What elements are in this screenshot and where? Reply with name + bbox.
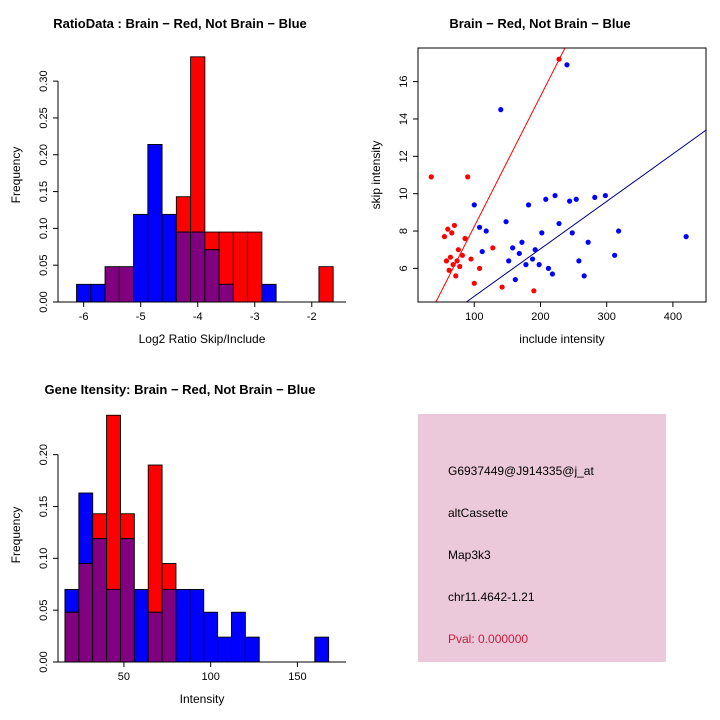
ratio-histogram-plot: -6 -5 -4 -3 -2 Log2 Ratio Skip/Include 0.00 0.0…: [9, 56, 346, 346]
svg-text:200: 200: [531, 311, 549, 323]
info-line: Map3k3: [448, 548, 491, 562]
svg-text:0.00: 0.00: [38, 651, 50, 672]
svg-text:-2: -2: [307, 311, 317, 323]
svg-text:Frequency: Frequency: [9, 507, 23, 564]
svg-text:0.10: 0.10: [38, 548, 50, 569]
svg-text:skip intensity: skip intensity: [369, 141, 383, 210]
svg-text:8: 8: [398, 228, 410, 234]
svg-text:16: 16: [398, 75, 410, 87]
svg-text:0.00: 0.00: [38, 291, 50, 312]
gene-intensity-histogram-plot: 50 100 150 Intensity 0.00 0.05 0.10 0.15 0.20 Fre…: [9, 414, 346, 706]
svg-text:include intensity: include intensity: [519, 332, 604, 346]
svg-text:0.10: 0.10: [38, 218, 50, 239]
svg-text:14: 14: [398, 113, 410, 125]
svg-text:-4: -4: [193, 311, 203, 323]
svg-text:100: 100: [465, 311, 483, 323]
svg-text:Intensity: Intensity: [180, 692, 225, 706]
panel-intensity-scatter: 100 200 300 400 include intensity 6 8 10 12 14 16 s…: [360, 0, 720, 360]
info-line: altCassette: [448, 506, 509, 520]
svg-text:300: 300: [598, 311, 616, 323]
svg-text:100: 100: [201, 671, 219, 683]
info-line: G6937449@J914335@j_at: [448, 464, 594, 478]
svg-text:0.20: 0.20: [38, 444, 50, 465]
svg-text:400: 400: [664, 311, 682, 323]
svg-text:12: 12: [398, 150, 410, 162]
scatter-title: Brain − Red, Not Brain − Blue: [449, 16, 631, 31]
svg-text:6: 6: [398, 265, 410, 271]
svg-text:0.15: 0.15: [38, 496, 50, 517]
info-line: Pval: 0.000000: [448, 632, 529, 646]
gene-info-box: G6937449@J914335@j_at altCassette Map3k3…: [418, 414, 666, 662]
panel-ratio-histogram: -6 -5 -4 -3 -2 Log2 Ratio Skip/Include 0.00 0.0…: [0, 0, 360, 360]
svg-text:0.30: 0.30: [38, 70, 50, 91]
svg-text:10: 10: [398, 188, 410, 200]
svg-text:Log2 Ratio Skip/Include: Log2 Ratio Skip/Include: [139, 332, 266, 346]
svg-text:50: 50: [118, 671, 130, 683]
svg-text:-6: -6: [79, 311, 89, 323]
svg-text:0.20: 0.20: [38, 144, 50, 165]
info-line: chr11.4642-1.21: [448, 590, 535, 604]
panel-gene-info: G6937449@J914335@j_at altCassette Map3k3…: [360, 360, 720, 720]
svg-text:0.25: 0.25: [38, 107, 50, 128]
svg-text:0.15: 0.15: [38, 181, 50, 202]
svg-text:150: 150: [288, 671, 306, 683]
ratio-histogram-title: RatioData : Brain − Red, Not Brain − Blu…: [53, 16, 307, 31]
svg-text:0.05: 0.05: [38, 599, 50, 620]
svg-text:-5: -5: [136, 311, 146, 323]
intensity-scatter-plot: 100 200 300 400 include intensity 6 8 10 12 14 16 s…: [369, 47, 707, 346]
panel-gene-intensity-histogram: 50 100 150 Intensity 0.00 0.05 0.10 0.15 0.20 Fre…: [0, 360, 360, 720]
gene-intensity-histogram-title: Gene Itensity: Brain − Red, Not Brain − …: [44, 382, 316, 397]
svg-text:-3: -3: [250, 311, 260, 323]
svg-text:Frequency: Frequency: [9, 147, 23, 204]
svg-text:0.05: 0.05: [38, 254, 50, 275]
